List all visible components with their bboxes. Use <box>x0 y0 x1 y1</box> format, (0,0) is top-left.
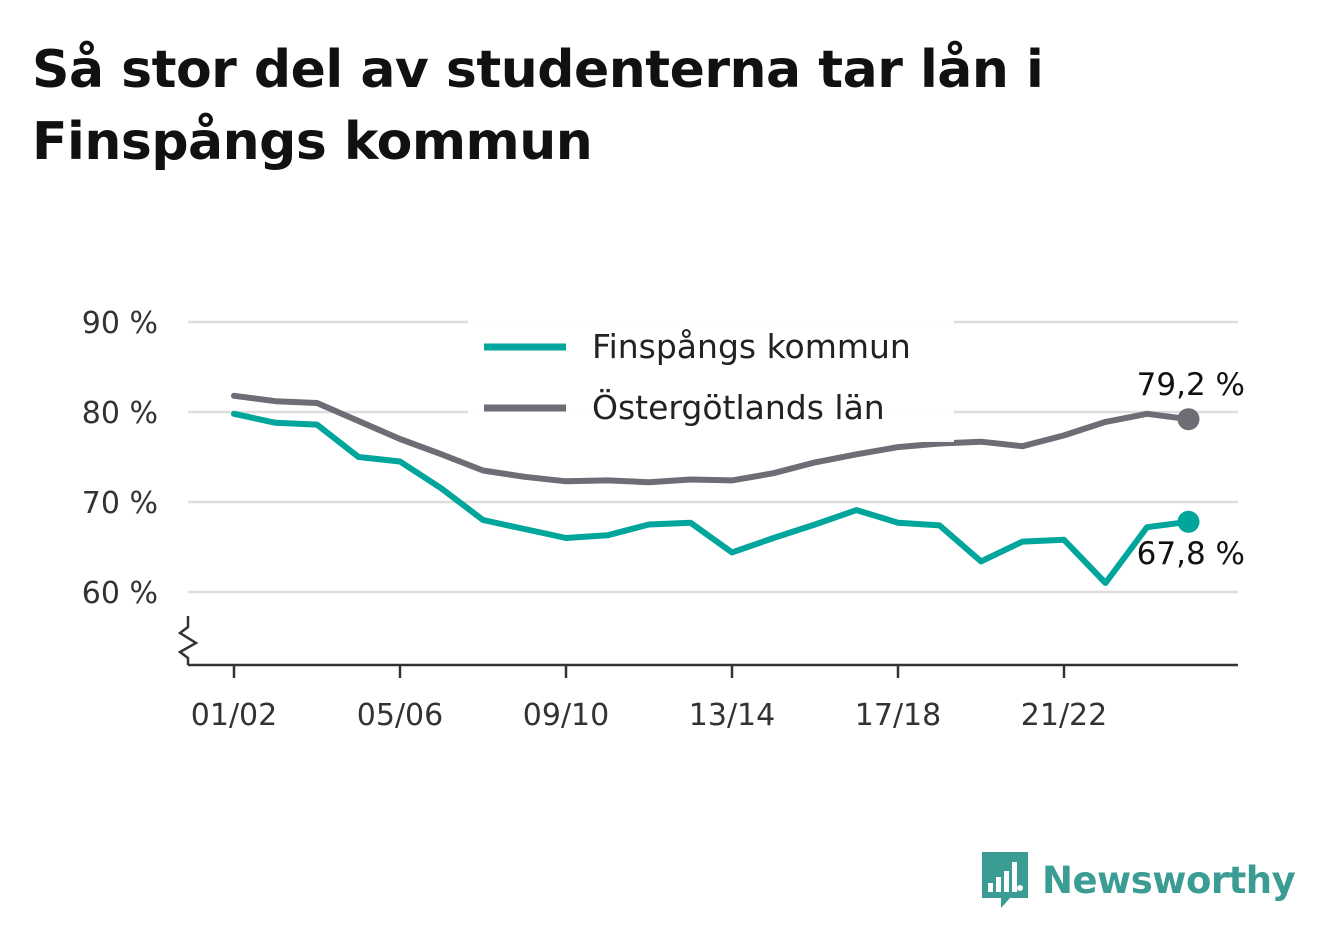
y-axis-tick-labels: 60 % 70 % 80 % 90 % <box>82 306 158 611</box>
legend-label: Finspångs kommun <box>592 327 911 366</box>
legend-label: Östergötlands län <box>592 387 885 427</box>
series-lines <box>231 392 1192 586</box>
series-line <box>231 410 1192 586</box>
x-tick-label: 01/02 <box>191 698 277 733</box>
x-tick-label: 17/18 <box>855 698 941 733</box>
series-line <box>231 392 1192 486</box>
legend-background <box>468 320 954 442</box>
legend: Finspångs kommun Östergötlands län <box>468 320 954 442</box>
end-value-label: 67,8 % <box>1137 536 1245 572</box>
end-labels: 67,8 % 79,2 % <box>1137 367 1245 572</box>
x-tick-label: 09/10 <box>523 698 609 733</box>
brand-logo: Newsworthy <box>980 850 1296 910</box>
x-tick-label: 05/06 <box>357 698 443 733</box>
chart-title: Så stor del av studenterna tar lån i Fin… <box>32 40 1044 172</box>
y-tick-label: 90 % <box>82 306 158 341</box>
axis-break-icon <box>177 616 199 665</box>
y-tick-label: 70 % <box>82 486 158 521</box>
y-tick-label: 60 % <box>82 576 158 611</box>
end-point-marker <box>1177 510 1200 533</box>
x-axis: 01/02 05/06 09/10 13/14 17/18 21/22 <box>177 616 1238 733</box>
end-value-label: 79,2 % <box>1137 367 1245 403</box>
x-tick-label: 13/14 <box>689 698 775 733</box>
x-tick-label: 21/22 <box>1021 698 1107 733</box>
bar-chart-speech-bubble-icon <box>982 852 1028 908</box>
y-tick-label: 80 % <box>82 396 158 431</box>
brand-name: Newsworthy <box>1042 858 1296 902</box>
end-point-marker <box>1177 408 1200 431</box>
